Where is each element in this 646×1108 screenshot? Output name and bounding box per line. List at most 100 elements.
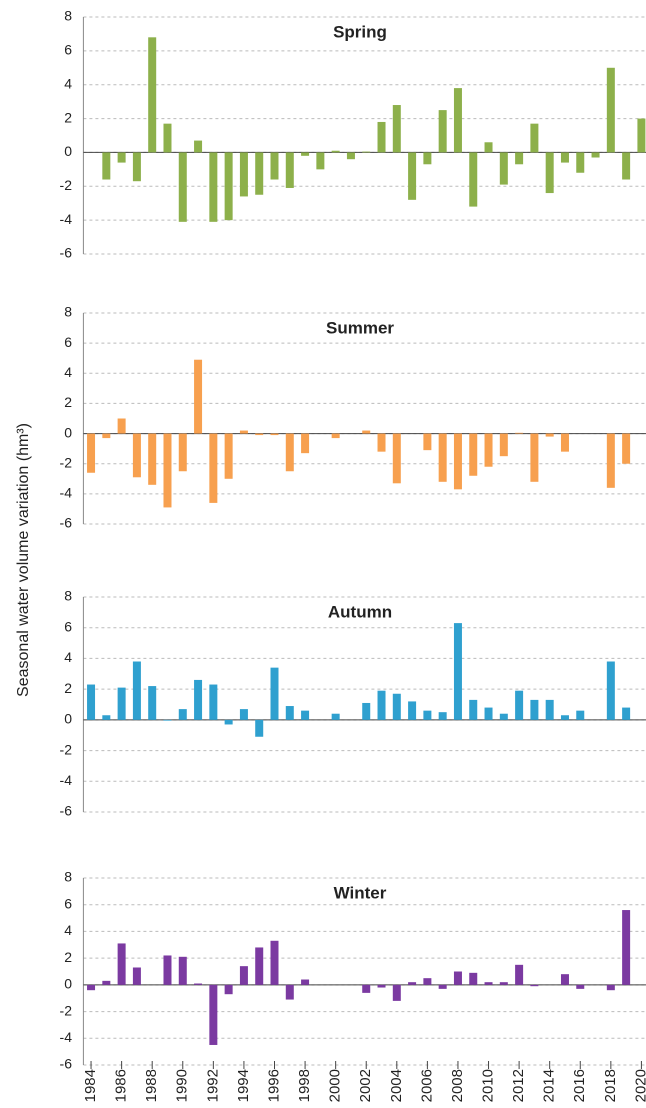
- bar: [224, 433, 233, 479]
- bar: [255, 719, 264, 737]
- bar: [423, 978, 432, 985]
- bar: [117, 152, 126, 163]
- x-tick-label: 2004: [388, 1069, 405, 1102]
- bar: [499, 152, 508, 185]
- bar: [285, 984, 294, 1000]
- bar: [163, 719, 172, 721]
- bar: [194, 679, 203, 720]
- bar: [469, 699, 478, 720]
- bar: [301, 152, 310, 156]
- y-tick-label: 0: [64, 711, 72, 727]
- y-tick-label: 2: [64, 109, 72, 125]
- bar: [117, 687, 126, 720]
- bar: [423, 152, 432, 165]
- bar: [255, 152, 264, 195]
- bar: [469, 152, 478, 207]
- bar: [622, 433, 631, 464]
- bar: [545, 699, 554, 720]
- bar: [606, 661, 615, 720]
- bar: [102, 152, 111, 180]
- bar: [178, 152, 187, 222]
- y-tick-label: 4: [64, 364, 72, 380]
- bar: [117, 943, 126, 985]
- x-tick-label: 2008: [449, 1069, 466, 1102]
- x-tick-label: 2016: [571, 1069, 588, 1102]
- x-tick-label: 1992: [204, 1069, 221, 1102]
- y-tick-label: -2: [60, 177, 73, 193]
- bar: [239, 430, 248, 434]
- y-tick-label: 0: [64, 976, 72, 992]
- bar: [515, 964, 524, 985]
- bar: [102, 715, 111, 720]
- bar: [484, 142, 493, 153]
- bar: [316, 152, 325, 170]
- y-tick-label: -2: [60, 741, 73, 757]
- bar: [392, 984, 401, 1001]
- bar: [377, 984, 386, 988]
- bar: [530, 984, 539, 987]
- bar: [285, 152, 294, 188]
- bar: [331, 433, 340, 439]
- bar: [194, 359, 203, 434]
- y-tick-label: 2: [64, 680, 72, 696]
- y-tick-label: 6: [64, 618, 72, 634]
- bar: [209, 433, 218, 503]
- bar: [499, 982, 508, 985]
- bar: [270, 940, 279, 985]
- bar: [163, 433, 172, 508]
- bar: [576, 984, 585, 989]
- bar: [209, 152, 218, 222]
- bar: [346, 152, 355, 160]
- bar: [132, 433, 141, 478]
- bar: [331, 150, 340, 153]
- bar: [239, 709, 248, 720]
- y-tick-label: 6: [64, 42, 72, 58]
- y-tick-label: -4: [60, 211, 73, 227]
- bar: [453, 88, 462, 153]
- x-tick-label: 1996: [265, 1069, 282, 1102]
- x-tick-label: 2012: [510, 1069, 527, 1102]
- bar: [285, 706, 294, 720]
- y-tick-label: 0: [64, 143, 72, 159]
- x-tick-label: 2018: [602, 1069, 619, 1102]
- bar: [423, 710, 432, 720]
- x-tick-label: 2002: [357, 1069, 374, 1102]
- bar: [224, 152, 233, 221]
- bar: [576, 152, 585, 173]
- bar: [469, 433, 478, 476]
- bar: [239, 966, 248, 985]
- x-tick-label: 2006: [418, 1069, 435, 1102]
- bar: [377, 121, 386, 153]
- x-tick-label: 2014: [541, 1069, 558, 1102]
- bar: [132, 661, 141, 720]
- y-tick-label: 6: [64, 895, 72, 911]
- bar: [530, 123, 539, 153]
- bar: [484, 707, 493, 720]
- bar: [530, 433, 539, 482]
- bar: [148, 37, 157, 153]
- bar: [301, 433, 310, 454]
- bar: [622, 910, 631, 985]
- y-tick-label: 2: [64, 949, 72, 965]
- y-tick-label: -4: [60, 772, 73, 788]
- y-tick-label: 2: [64, 394, 72, 410]
- y-tick-label: -6: [60, 245, 73, 261]
- bar: [438, 433, 447, 482]
- bar: [453, 623, 462, 720]
- y-tick-label: 8: [64, 304, 72, 320]
- y-tick-label: 4: [64, 649, 72, 665]
- bar: [87, 984, 96, 991]
- bar: [606, 984, 615, 991]
- y-tick-label: -6: [60, 803, 73, 819]
- y-tick-label: -4: [60, 1029, 73, 1045]
- bar: [362, 702, 371, 720]
- x-tick-label: 1994: [235, 1069, 252, 1102]
- panel-title: Autumn: [328, 602, 392, 621]
- bar: [576, 710, 585, 720]
- y-tick-label: 4: [64, 75, 72, 91]
- y-tick-label: 0: [64, 424, 72, 440]
- bar: [515, 152, 524, 165]
- bar: [408, 152, 417, 200]
- y-tick-label: 4: [64, 922, 72, 938]
- bar: [469, 972, 478, 985]
